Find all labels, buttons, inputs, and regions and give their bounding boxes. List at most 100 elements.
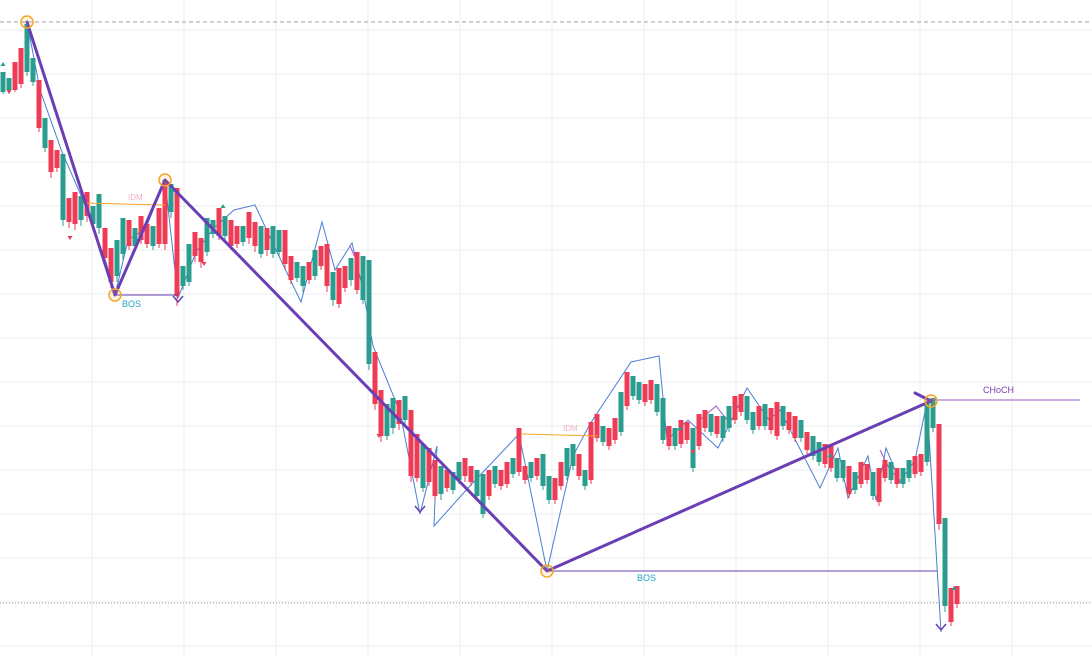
- candle-body: [756, 406, 762, 426]
- candle-body: [876, 468, 882, 502]
- down-triangle-marker: [201, 262, 207, 266]
- structure-zigzag: [25, 20, 933, 573]
- candle-body: [924, 402, 930, 462]
- down-triangle-marker: [376, 434, 382, 438]
- structure-line: [25, 20, 933, 573]
- candle-body: [774, 402, 780, 436]
- up-triangle-marker: [220, 204, 226, 208]
- candle-body: [852, 472, 858, 490]
- candle-body: [522, 466, 528, 480]
- candle-body: [342, 266, 348, 288]
- candle-body: [930, 398, 936, 428]
- candle-body: [708, 414, 714, 432]
- candle-body: [672, 428, 678, 446]
- candle-body: [642, 384, 648, 402]
- candle-body: [690, 428, 696, 468]
- pivot-marker: [158, 173, 172, 187]
- candle-body: [192, 232, 198, 256]
- idm-line: [521, 433, 599, 437]
- candle-body: [12, 62, 18, 90]
- candle-body: [636, 382, 642, 400]
- candle-body: [144, 224, 150, 244]
- candle-body: [606, 428, 612, 446]
- candle-body: [498, 470, 504, 486]
- candle-body: [300, 266, 306, 286]
- candle-body: [354, 252, 360, 290]
- candle-body: [324, 244, 330, 286]
- candle-body: [660, 398, 666, 440]
- candle-body: [918, 454, 924, 472]
- candle-body: [576, 454, 582, 476]
- candle-body: [714, 416, 720, 434]
- pivot-marker: [924, 394, 938, 408]
- candle-body: [912, 456, 918, 474]
- candle-body: [438, 466, 444, 494]
- bos-label: BOS: [637, 573, 656, 583]
- swing-line: [26, 21, 942, 633]
- idm-label: IDM: [128, 193, 143, 202]
- candle-body: [732, 396, 738, 420]
- candle-body: [384, 404, 390, 436]
- candle-body: [744, 396, 750, 420]
- candle-body: [654, 384, 660, 412]
- candle-body: [36, 80, 42, 128]
- candle-body: [954, 586, 960, 604]
- candle-body: [858, 462, 864, 484]
- candle-body: [906, 460, 912, 478]
- candle-body: [138, 216, 144, 240]
- candle-body: [450, 472, 456, 490]
- candle-body: [306, 262, 312, 280]
- candle-body: [246, 212, 252, 238]
- candle-body: [786, 412, 792, 430]
- candle-body: [870, 472, 876, 496]
- candle-body: [444, 470, 450, 488]
- candle-body: [276, 230, 282, 252]
- candle-body: [510, 458, 516, 474]
- candle-body: [888, 462, 894, 480]
- candle-body: [612, 418, 618, 440]
- candle-body: [204, 218, 210, 252]
- down-arrow-marker: [935, 623, 947, 632]
- candle-body: [480, 474, 486, 514]
- candle-body: [882, 460, 888, 478]
- candle-body: [678, 420, 684, 444]
- candle-body: [312, 250, 318, 276]
- pivot-marker: [20, 15, 34, 29]
- bos-label: BOS: [122, 299, 141, 309]
- candle-body: [108, 248, 114, 282]
- up-triangle-marker: [951, 586, 957, 590]
- candle-body: [120, 218, 126, 254]
- markers: [0, 15, 957, 632]
- candle-body: [516, 428, 522, 472]
- candle-body: [894, 468, 900, 484]
- candle-body: [750, 412, 756, 430]
- candle-body: [60, 154, 66, 220]
- candle-body: [228, 220, 234, 246]
- candles: [0, 24, 960, 626]
- candle-body: [948, 588, 954, 622]
- candle-body: [846, 466, 852, 494]
- candle-body: [810, 436, 816, 456]
- candle-body: [900, 468, 906, 484]
- swing-zigzag: [26, 21, 942, 633]
- candle-body: [198, 238, 204, 262]
- candle-body: [96, 194, 102, 228]
- candle-body: [408, 410, 414, 476]
- candle-body: [78, 196, 84, 220]
- candle-body: [456, 462, 462, 480]
- candle-body: [942, 518, 948, 606]
- candle-body: [768, 408, 774, 430]
- candle-body: [30, 58, 36, 82]
- candle-body: [240, 226, 246, 242]
- idm-line: [82, 202, 166, 206]
- candle-body: [162, 180, 168, 244]
- candle-body: [726, 406, 732, 428]
- candle-body: [318, 246, 324, 266]
- candle-body: [720, 416, 726, 438]
- candle-body: [540, 454, 546, 486]
- candle-body: [762, 404, 768, 426]
- candle-body: [186, 244, 192, 282]
- candle-body: [492, 466, 498, 484]
